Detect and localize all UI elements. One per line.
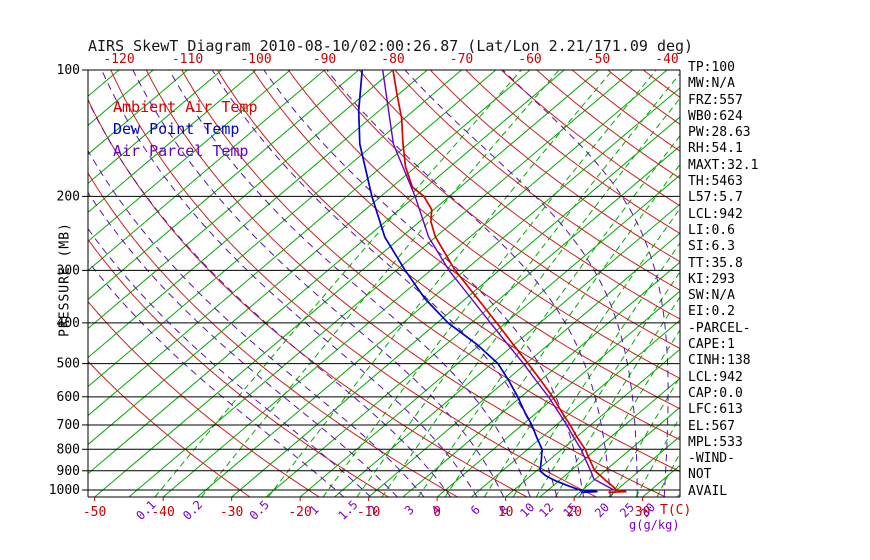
stat-line: NOT [688, 467, 712, 483]
pressure-tick-label: 800 [57, 442, 80, 457]
legend-item: Air Parcel Temp [113, 142, 249, 160]
stat-line: CAP:0.0 [688, 385, 743, 401]
dry-adiabat-lines [88, 70, 680, 497]
pressure-tick-label: 100 [57, 63, 80, 78]
stat-line: AVAIL [688, 483, 728, 499]
bottom-temp-label: -10 [357, 505, 380, 520]
moist-adiabat-lines [88, 70, 669, 497]
legend-item: Ambient Air Temp [113, 98, 258, 116]
top-temp-label: -80 [381, 52, 404, 67]
top-temp-label: -90 [313, 52, 336, 67]
top-temp-label: -120 [103, 52, 134, 67]
bottom-temp-label: 0 [433, 505, 441, 520]
pressure-tick-label: 300 [57, 263, 80, 278]
pressure-tick-label: 500 [57, 357, 80, 372]
bottom-temp-label: -30 [220, 505, 243, 520]
stat-line: LCL:942 [688, 369, 743, 385]
stat-line: FRZ:557 [688, 92, 743, 108]
stat-line: L57:5.7 [688, 190, 743, 206]
top-temp-label: -110 [172, 52, 203, 67]
pressure-tick-label: 200 [57, 189, 80, 204]
stat-line: TH:5463 [688, 174, 743, 190]
stat-line: EI:0.2 [688, 304, 735, 320]
mixing-ratio-label: 10 [517, 500, 537, 520]
mixing-ratio-label: 12 [536, 500, 556, 520]
bottom-temp-label: -40 [151, 505, 174, 520]
pressure-tick-label: 900 [57, 464, 80, 479]
stats-panel: TP:100 MW:N/A FRZ:557 WB0:624 PW:28.63 RH:54.… [688, 60, 758, 500]
stat-line: CAPE:1 [688, 337, 735, 353]
dew-point-curve [357, 70, 598, 494]
stat-line: MW:N/A [688, 76, 735, 92]
bottom-temp-labels: -50 -40 -30 -20 -10 0 10 20 30 [83, 497, 651, 520]
mixing-ratio-label: 20 [592, 500, 612, 520]
chart-title: AIRS SkewT Diagram 2010-08-10/02:00:26.8… [88, 37, 694, 55]
stat-line: SW:N/A [688, 288, 735, 304]
bottom-temp-label: 10 [498, 505, 514, 520]
bottom-temp-label: -50 [83, 505, 106, 520]
stat-line: WB0:624 [688, 108, 743, 124]
pressure-tick-label: 1000 [49, 483, 80, 498]
mixing-ratio-label: 3 [402, 503, 417, 518]
pressure-lines [88, 69, 680, 491]
pressure-tick-label: 600 [57, 390, 80, 405]
pressure-tick-label: 400 [57, 316, 80, 331]
legend: Ambient Air Temp Dew Point Temp Air Parcel… [113, 96, 258, 162]
stat-line: KI:293 [688, 271, 735, 287]
pressure-axis-label: PRESSURE (MB) [57, 222, 73, 337]
stat-line: LFC:613 [688, 402, 743, 418]
top-temp-label: -60 [518, 52, 541, 67]
stat-line: CINH:138 [688, 353, 751, 369]
ambient-temp-curve [392, 70, 627, 494]
stat-line: SI:6.3 [688, 239, 735, 255]
top-temp-label: -70 [450, 52, 473, 67]
bottom-temp-label: 20 [566, 505, 582, 520]
stat-line: TP:100 [688, 60, 735, 75]
grid-layer [88, 70, 680, 497]
stat-line: LI:0.6 [688, 222, 735, 238]
stat-line: RH:54.1 [688, 141, 743, 157]
top-temp-label: -100 [240, 52, 271, 67]
mixing-unit-label: g(g/kg) [629, 518, 680, 532]
top-temp-labels: -120 -110 -100 -90 -80 -70 -60 -50 -40 [103, 52, 678, 67]
stat-line: EL:567 [688, 418, 735, 434]
pressure-tick-label: 700 [57, 418, 80, 433]
stat-line: PW:28.63 [688, 125, 751, 141]
mixing-ratio-label: 0.2 [180, 498, 205, 523]
top-temp-label: -50 [587, 52, 610, 67]
stat-line: -PARCEL- [688, 320, 751, 336]
bottom-temp-label: -20 [288, 505, 311, 520]
temp-unit-label: T(C) [660, 503, 692, 518]
stat-line: MAXT:32.1 [688, 157, 759, 173]
bottom-temp-label: 30 [635, 505, 651, 520]
legend-item: Dew Point Temp [113, 120, 240, 138]
parcel-temp-curve [382, 70, 615, 491]
mixing-ratio-label: 0.5 [247, 498, 272, 523]
isotherm-lines [88, 70, 680, 497]
stat-line: TT:35.8 [688, 255, 743, 271]
stat-line: LCL:942 [688, 206, 743, 222]
pressure-tick-labels: 100 200 300 400 500 600 700 800 900 1000 [49, 63, 88, 498]
sounding-curves [357, 70, 627, 494]
top-temp-label: -40 [655, 52, 678, 67]
stat-line: MPL:533 [688, 434, 743, 450]
stat-line: -WIND- [688, 451, 735, 467]
mixing-ratio-label: 6 [468, 503, 483, 518]
